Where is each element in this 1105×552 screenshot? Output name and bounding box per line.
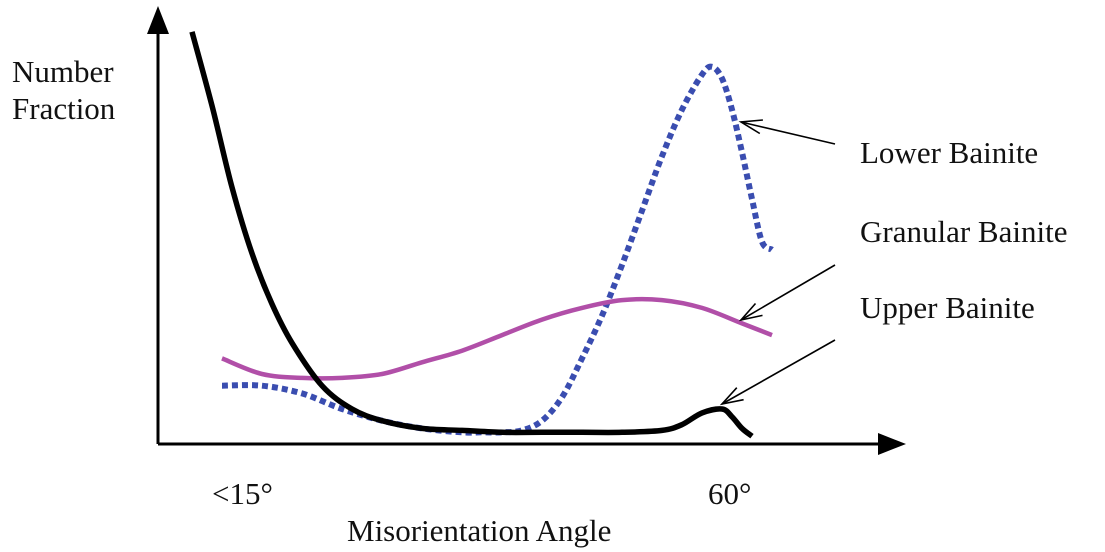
legend-label-granular-bainite: Granular Bainite (860, 214, 1068, 249)
legend-label-upper-bainite: Upper Bainite (860, 290, 1035, 325)
x-axis-arrowhead (878, 433, 906, 455)
series-layer (189, 31, 774, 439)
x-axis-label: Misorientation Angle (347, 513, 612, 548)
callout-arrowhead-lower-bainite (738, 119, 763, 135)
x-tick-label-high: 60° (708, 476, 752, 511)
y-axis-label-line-1: Number (12, 54, 114, 89)
y-axis-arrowhead (147, 6, 169, 34)
callouts (719, 119, 836, 406)
callout-line-upper-bainite (721, 339, 836, 405)
callout-line-granular-bainite (740, 264, 836, 321)
y-axis-label-line-2: Fraction (12, 91, 116, 126)
callout-line-lower-bainite (740, 121, 836, 145)
callout-arrowhead-granular-bainite (738, 302, 763, 322)
series-line-lower-bainite (221, 63, 774, 436)
axes (147, 6, 906, 455)
x-tick-label-low: <15° (212, 476, 273, 511)
series-line-upper-bainite (189, 31, 754, 439)
legend-label-lower-bainite: Lower Bainite (860, 135, 1039, 170)
callout-arrowhead-upper-bainite (719, 387, 744, 406)
